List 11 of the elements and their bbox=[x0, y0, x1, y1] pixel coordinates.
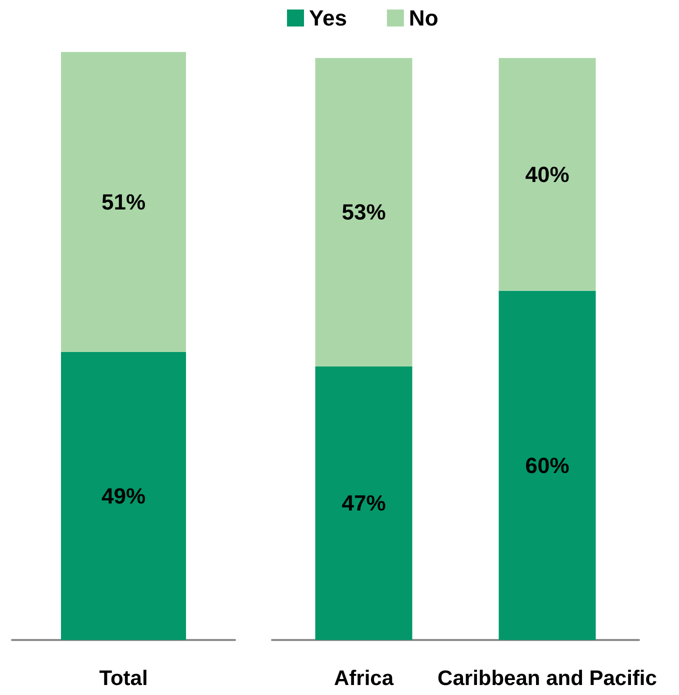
data-label: 49% bbox=[101, 483, 146, 508]
legend-label: No bbox=[408, 6, 438, 30]
x-tick-label: Africa bbox=[334, 667, 394, 690]
data-label: 51% bbox=[101, 189, 146, 214]
data-label: 40% bbox=[525, 162, 570, 187]
data-label: 60% bbox=[525, 452, 570, 478]
data-label: 47% bbox=[342, 490, 386, 516]
legend-label: Yes bbox=[309, 6, 347, 30]
data-label: 53% bbox=[342, 200, 386, 225]
x-tick-label: Total bbox=[99, 667, 148, 690]
x-tick-label: Caribbean and Pacific bbox=[438, 667, 658, 690]
